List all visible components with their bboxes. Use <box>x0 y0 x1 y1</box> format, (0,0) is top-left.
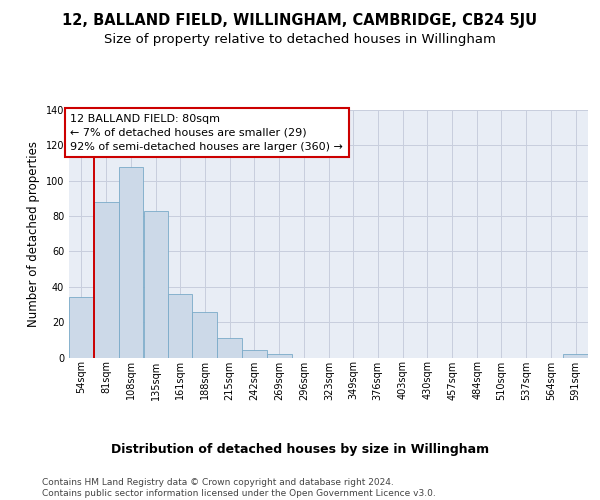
Text: 12, BALLAND FIELD, WILLINGHAM, CAMBRIDGE, CB24 5JU: 12, BALLAND FIELD, WILLINGHAM, CAMBRIDGE… <box>62 12 538 28</box>
Bar <box>119 166 143 358</box>
Y-axis label: Number of detached properties: Number of detached properties <box>27 141 40 327</box>
Bar <box>94 202 119 358</box>
Text: Distribution of detached houses by size in Willingham: Distribution of detached houses by size … <box>111 442 489 456</box>
Text: Contains HM Land Registry data © Crown copyright and database right 2024.
Contai: Contains HM Land Registry data © Crown c… <box>42 478 436 498</box>
Bar <box>167 294 192 358</box>
Bar <box>217 338 242 357</box>
Bar <box>193 312 217 358</box>
Bar <box>69 298 94 358</box>
Bar <box>143 211 168 358</box>
Text: 12 BALLAND FIELD: 80sqm
← 7% of detached houses are smaller (29)
92% of semi-det: 12 BALLAND FIELD: 80sqm ← 7% of detached… <box>70 114 343 152</box>
Bar <box>267 354 292 358</box>
Bar <box>563 354 588 358</box>
Bar <box>242 350 267 358</box>
Text: Size of property relative to detached houses in Willingham: Size of property relative to detached ho… <box>104 32 496 46</box>
